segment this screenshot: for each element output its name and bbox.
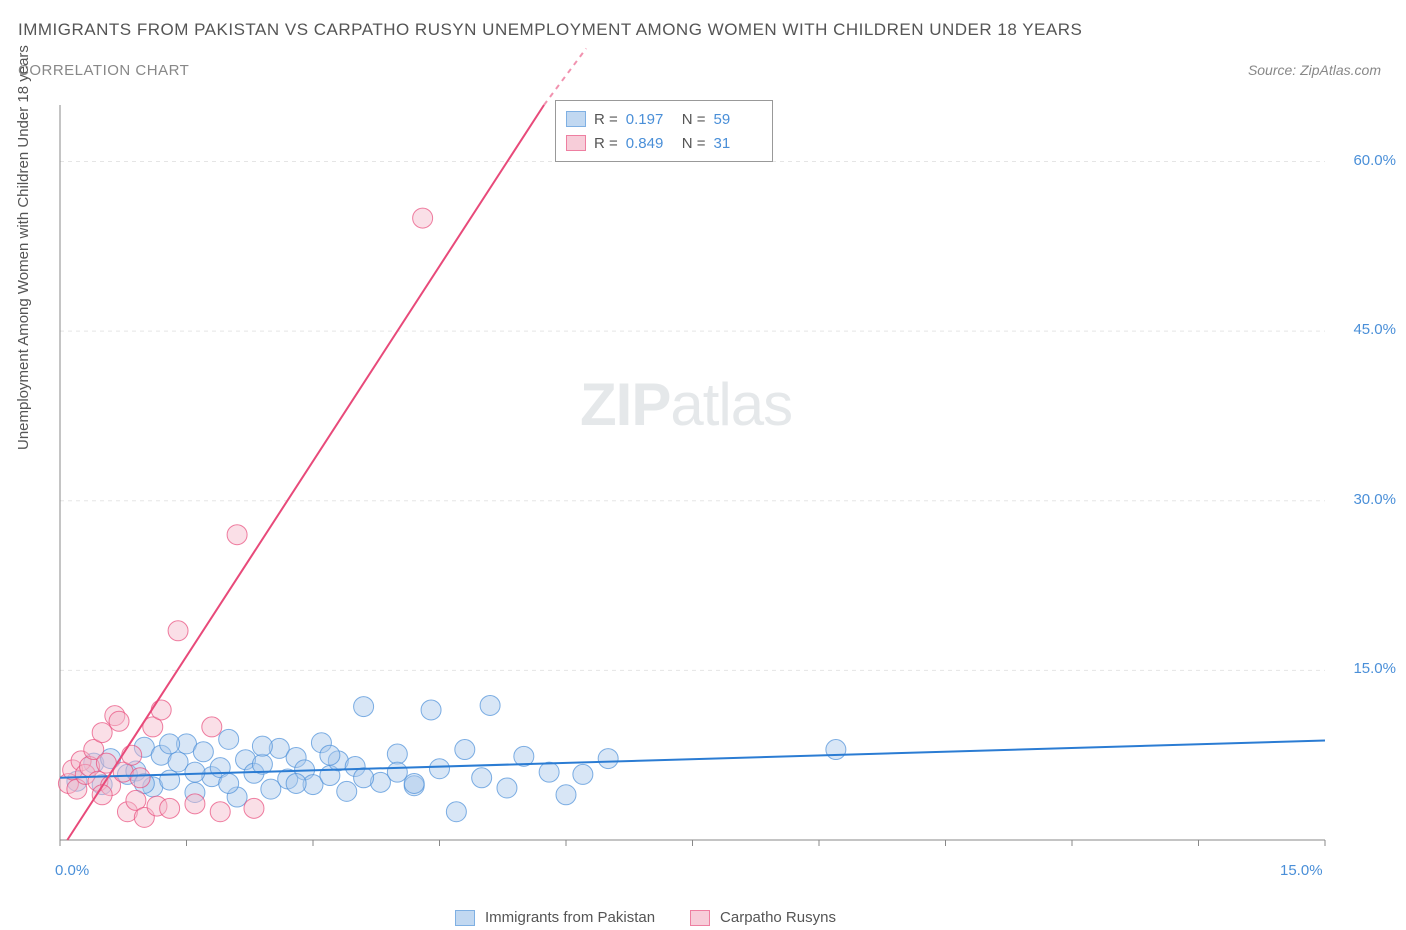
legend-n-label: N =: [682, 111, 706, 128]
y-tick-label: 60.0%: [1353, 152, 1396, 169]
legend-n-value: 31: [714, 135, 762, 152]
legend-row: R = 0.197 N = 59: [566, 107, 762, 131]
source-label: Source: ZipAtlas.com: [1248, 62, 1381, 78]
correlation-legend: R = 0.197 N = 59 R = 0.849 N = 31: [555, 100, 773, 162]
legend-r-value: 0.849: [626, 135, 674, 152]
chart-subtitle: CORRELATION CHART: [18, 62, 189, 79]
y-tick-label: 30.0%: [1353, 491, 1396, 508]
y-tick-label: 15.0%: [1353, 660, 1396, 677]
x-tick-label-min: 0.0%: [55, 862, 89, 879]
legend-r-label: R =: [594, 111, 618, 128]
legend-n-value: 59: [714, 111, 762, 128]
y-axis-label: Unemployment Among Women with Children U…: [15, 45, 32, 450]
legend-row: R = 0.849 N = 31: [566, 131, 762, 155]
legend-r-label: R =: [594, 135, 618, 152]
scatter-chart-svg: [55, 95, 1365, 860]
series-label: Carpatho Rusyns: [720, 909, 836, 926]
legend-n-label: N =: [682, 135, 706, 152]
legend-r-value: 0.197: [626, 111, 674, 128]
legend-swatch: [566, 135, 586, 151]
series-label: Immigrants from Pakistan: [485, 909, 655, 926]
series-swatch: [455, 910, 475, 926]
chart-title: IMMIGRANTS FROM PAKISTAN VS CARPATHO RUS…: [18, 20, 1082, 40]
chart-plot-area: [55, 95, 1385, 885]
legend-swatch: [566, 111, 586, 127]
series-legend: Immigrants from Pakistan Carpatho Rusyns: [455, 909, 861, 926]
x-tick-label-max: 15.0%: [1280, 862, 1323, 879]
y-tick-label: 45.0%: [1353, 321, 1396, 338]
series-swatch: [690, 910, 710, 926]
